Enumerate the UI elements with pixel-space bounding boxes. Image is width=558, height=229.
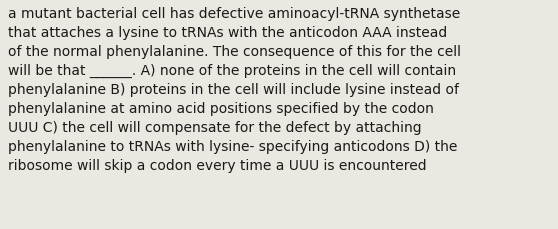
Text: a mutant bacterial cell has defective aminoacyl-tRNA synthetase
that attaches a : a mutant bacterial cell has defective am… [8,7,461,172]
